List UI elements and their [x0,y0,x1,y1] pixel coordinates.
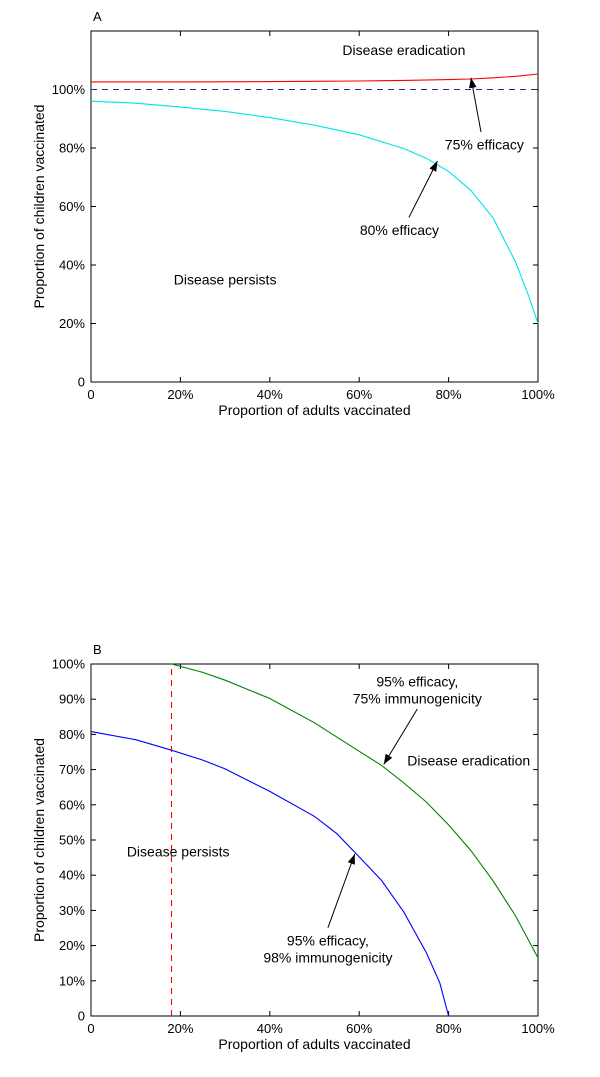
panel-b-y-tick-label: 30% [59,903,85,918]
panel-a-y-tick-label: 100% [52,82,86,97]
panel-b-x-tick-label: 20% [167,1021,193,1036]
panel-a-y-axis-label: Proportion of children vaccinated [31,105,47,309]
panel-b-annotation-arrow-line [383,708,418,765]
panel-b-y-tick-label: 60% [59,797,85,812]
panel-a-annotation-80pct-efficacy: 80% efficacy [360,222,439,238]
panel-a-chart: A 0 20% 40% 60% 80% 100% 0 20% 40% 60% 80% 100% Propo… [31,9,555,418]
panel-b-panel-letter: B [93,642,102,657]
panel-b-y-tick-label: 20% [59,938,85,953]
panel-b-x-tick-label: 100% [521,1021,555,1036]
panel-b-annotation-98pct-immunogenicity: 98% immunogenicity [263,949,392,965]
panel-b-annotation-disease-eradication: Disease eradication [407,752,530,768]
panel-a-annotation-disease-persists: Disease persists [174,272,277,288]
panel-a-annotation-75pct-efficacy: 75% efficacy [445,136,524,152]
panel-b-annotation-disease-persists: Disease persists [127,844,230,860]
panel-a-y-tick-label: 20% [59,316,85,331]
panel-b-annotation-arrowhead [383,753,393,765]
panel-b-y-tick-label: 80% [59,727,85,742]
panel-a-annotation-arrow-line [408,160,438,218]
panel-a-x-tick-label: 80% [436,387,462,402]
panel-b-annotation-95pct-efficacy: 95% efficacy, [287,932,369,948]
panel-a-series-line-75pct-efficacy [91,73,539,83]
panel-b-x-tick-label: 40% [257,1021,283,1036]
panel-a-annotation-disease-eradication: Disease eradication [342,42,465,58]
panel-a-series-line-80pct-efficacy [90,100,539,324]
panel-a-x-tick-label: 0 [87,387,94,402]
panel-b-y-tick-label: 40% [59,868,85,883]
panel-b-annotation-75pct-immunogenicity: 75% immunogenicity [353,691,482,707]
panel-b-x-tick-label: 80% [436,1021,462,1036]
panel-a-x-axis-label: Proportion of adults vaccinated [218,402,410,418]
panel-a-x-tick-label: 20% [167,387,193,402]
panel-b-x-tick-label: 0 [87,1021,94,1036]
panel-a-x-tick-label: 100% [521,387,555,402]
panel-b-y-tick-label: 0 [78,1009,85,1024]
panel-b-series-line-95pct-efficacy-98pct-immunogenicity [90,731,450,1017]
panel-b-x-axis-label: Proportion of adults vaccinated [218,1036,410,1052]
panel-b-chart: B 0 20% 40% 60% 80% 100% 0 10% 20% 30% 40% 50% 60% 70%… [31,642,555,1052]
panel-b-y-tick-label: 10% [59,973,85,988]
panel-a-x-tick-label: 60% [346,387,372,402]
panel-b-x-tick-label: 60% [346,1021,372,1036]
panel-a-panel-letter: A [93,9,102,24]
panel-b-annotation-arrowhead [347,854,355,865]
panel-a-y-tick-label: 0 [78,375,85,390]
panel-b-y-tick-label: 90% [59,692,85,707]
panel-a-y-tick-label: 60% [59,199,85,214]
panel-b-y-axis-label: Proportion of children vaccinated [31,738,47,942]
panel-b-y-tick-label: 70% [59,762,85,777]
panel-b-annotation-arrow-line [327,853,356,928]
panel-a-annotation-arrowhead [469,77,477,89]
panel-a-x-tick-label: 40% [257,387,283,402]
panel-b-y-tick-label: 50% [59,833,85,848]
panel-b-annotation-95pct-efficacy: 95% efficacy, [376,674,458,690]
panel-a-annotation-arrowhead [429,161,438,172]
panel-a-y-tick-label: 80% [59,141,85,156]
panel-a-y-tick-label: 40% [59,258,85,273]
panel-b-y-tick-label: 100% [52,657,86,672]
panel-b-series-line-95pct-efficacy-75pct-immunogenicity [171,663,539,959]
